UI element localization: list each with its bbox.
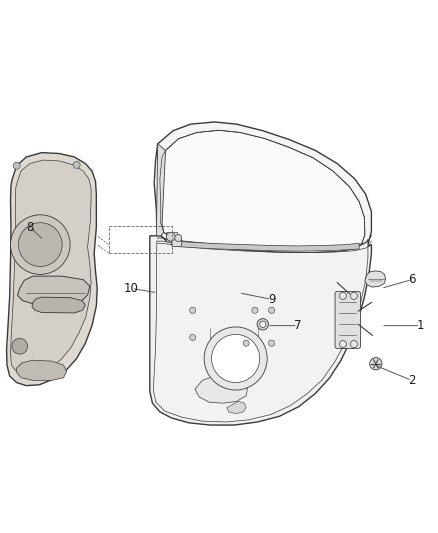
Polygon shape xyxy=(160,130,365,253)
Polygon shape xyxy=(11,160,91,374)
Polygon shape xyxy=(7,152,97,386)
Polygon shape xyxy=(17,360,67,381)
Circle shape xyxy=(166,232,175,241)
Polygon shape xyxy=(227,401,246,414)
Polygon shape xyxy=(156,144,166,236)
Circle shape xyxy=(13,162,20,169)
Text: 2: 2 xyxy=(408,374,416,387)
Circle shape xyxy=(12,338,28,354)
Circle shape xyxy=(350,341,357,348)
FancyBboxPatch shape xyxy=(172,238,181,246)
Circle shape xyxy=(190,334,196,341)
FancyBboxPatch shape xyxy=(335,292,360,349)
Circle shape xyxy=(204,327,267,390)
Bar xyxy=(109,226,172,253)
Circle shape xyxy=(212,334,260,383)
Circle shape xyxy=(268,340,275,346)
Polygon shape xyxy=(153,239,368,422)
Text: 6: 6 xyxy=(408,273,416,286)
Polygon shape xyxy=(32,297,85,313)
Circle shape xyxy=(257,319,268,330)
Polygon shape xyxy=(195,376,247,403)
Polygon shape xyxy=(174,241,359,251)
Circle shape xyxy=(268,307,275,313)
Polygon shape xyxy=(18,276,90,304)
Circle shape xyxy=(339,341,346,348)
Circle shape xyxy=(370,358,382,370)
Polygon shape xyxy=(365,271,385,287)
Circle shape xyxy=(175,235,182,241)
Circle shape xyxy=(243,340,249,346)
FancyBboxPatch shape xyxy=(166,232,178,242)
Circle shape xyxy=(350,292,357,300)
Circle shape xyxy=(11,215,70,274)
Text: 10: 10 xyxy=(124,282,139,295)
Text: 7: 7 xyxy=(294,319,302,332)
Circle shape xyxy=(260,321,266,327)
Circle shape xyxy=(18,223,62,266)
Text: 1: 1 xyxy=(417,319,424,332)
Circle shape xyxy=(339,292,346,300)
Circle shape xyxy=(73,161,80,168)
Circle shape xyxy=(252,307,258,313)
Text: 9: 9 xyxy=(268,293,276,306)
Circle shape xyxy=(190,307,196,313)
Text: 8: 8 xyxy=(26,221,33,233)
Polygon shape xyxy=(150,236,371,425)
Polygon shape xyxy=(154,122,371,258)
